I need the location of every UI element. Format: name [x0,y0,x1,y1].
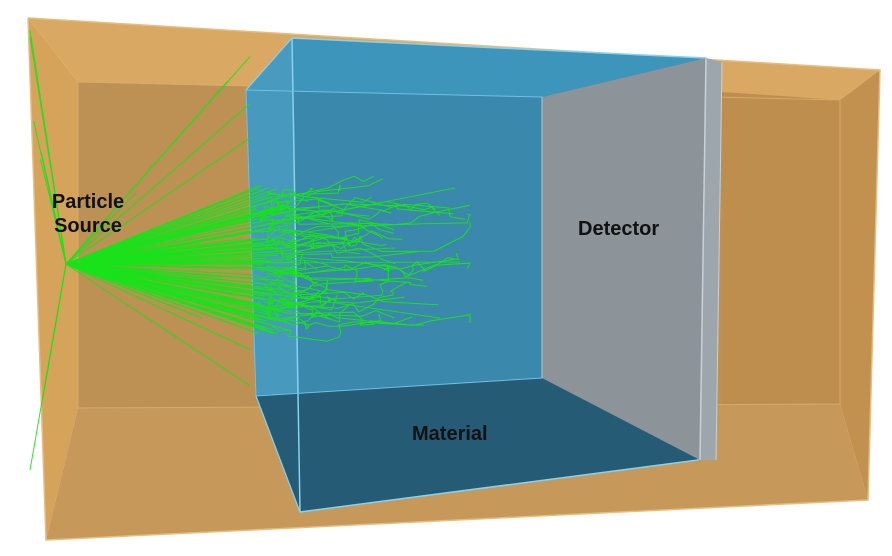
material-edge [245,37,293,91]
particle-track [65,263,291,271]
particle-track [41,110,67,265]
particle-track [65,184,262,265]
scatter-track [272,271,372,281]
particle-track [65,263,441,319]
particle-source-label-line1: Particle [51,191,125,213]
particle-track [65,192,137,265]
scatter-track [276,175,374,198]
scatter-track [279,231,357,247]
scatter-track [269,299,350,323]
world-right-wall [840,70,880,500]
scatter-track [273,271,373,287]
detector-edge [715,61,723,461]
particle-track [65,211,289,265]
scatter-track [268,266,390,307]
world-right-inner [722,92,840,405]
particle-track [65,230,263,265]
scatter-track [275,238,323,252]
particle-track [65,263,202,319]
scatter-track [279,247,420,259]
scatter-track [273,306,335,322]
particle-track [65,80,229,265]
scatter-track [258,238,359,252]
material-front [246,90,542,396]
particle-track [65,247,269,265]
scatter-track [281,318,311,331]
particle-track [65,263,281,310]
scatter-track [281,196,466,220]
particle-track [65,263,251,350]
particle-track [65,200,272,265]
scatter-track [277,198,436,211]
particle-track [65,263,251,387]
scatter-track [266,224,360,239]
particle-track [65,263,263,285]
scatter-track [272,207,369,222]
particle-track [65,103,251,265]
scatter-track [261,221,471,253]
particle-track [65,195,273,265]
detector-edge-face [700,58,722,460]
particle-track [65,263,265,297]
particle-track [65,263,274,335]
scatter-track [280,236,319,261]
scatter-track [283,264,423,282]
scatter-track [277,213,471,246]
particle-source-label-line2: Source [54,215,122,237]
particle-track [40,159,67,265]
material-label: Material [412,423,488,445]
material-edges [291,37,707,513]
particle-tracks [29,29,471,471]
scatter-track [258,260,318,273]
detector-edge [699,57,707,461]
scatter-track [266,178,383,198]
particle-track [65,263,284,282]
detector-face [542,58,706,460]
scatter-track [287,211,387,247]
scatter-track [267,241,361,261]
material-edge [255,395,301,513]
particle-track [65,263,291,294]
scatter-track [256,275,329,294]
scatter-track [279,297,413,325]
scatter-track [262,204,471,233]
detector-label: Detector [578,218,660,240]
particle-track [65,187,456,265]
particle-track [65,261,461,265]
scatter-track [265,262,471,278]
detector-plate [541,57,723,461]
particle-track [65,187,268,265]
world-left-wall [28,18,78,540]
scatter-track [261,264,428,287]
particle-track [65,247,396,265]
scatter-track [272,275,325,288]
scatter-track [261,203,454,219]
material-floor [256,378,700,512]
particle-track [65,208,259,265]
particle-track [65,137,251,265]
scatter-track [280,302,471,326]
scatter-track [268,321,425,342]
material-left-side [246,38,300,512]
scatter-track [258,199,292,224]
scatter-track [262,281,318,296]
particle-track [42,263,67,399]
scatter-track [280,189,309,202]
particle-track [65,263,268,322]
particle-source-label: Particle Source [38,190,138,238]
scatter-track [274,282,407,313]
particle-track [65,263,259,335]
scatter-track [266,223,395,240]
particle-track [65,263,257,276]
scatter-track [262,296,405,314]
particle-track [65,263,287,323]
